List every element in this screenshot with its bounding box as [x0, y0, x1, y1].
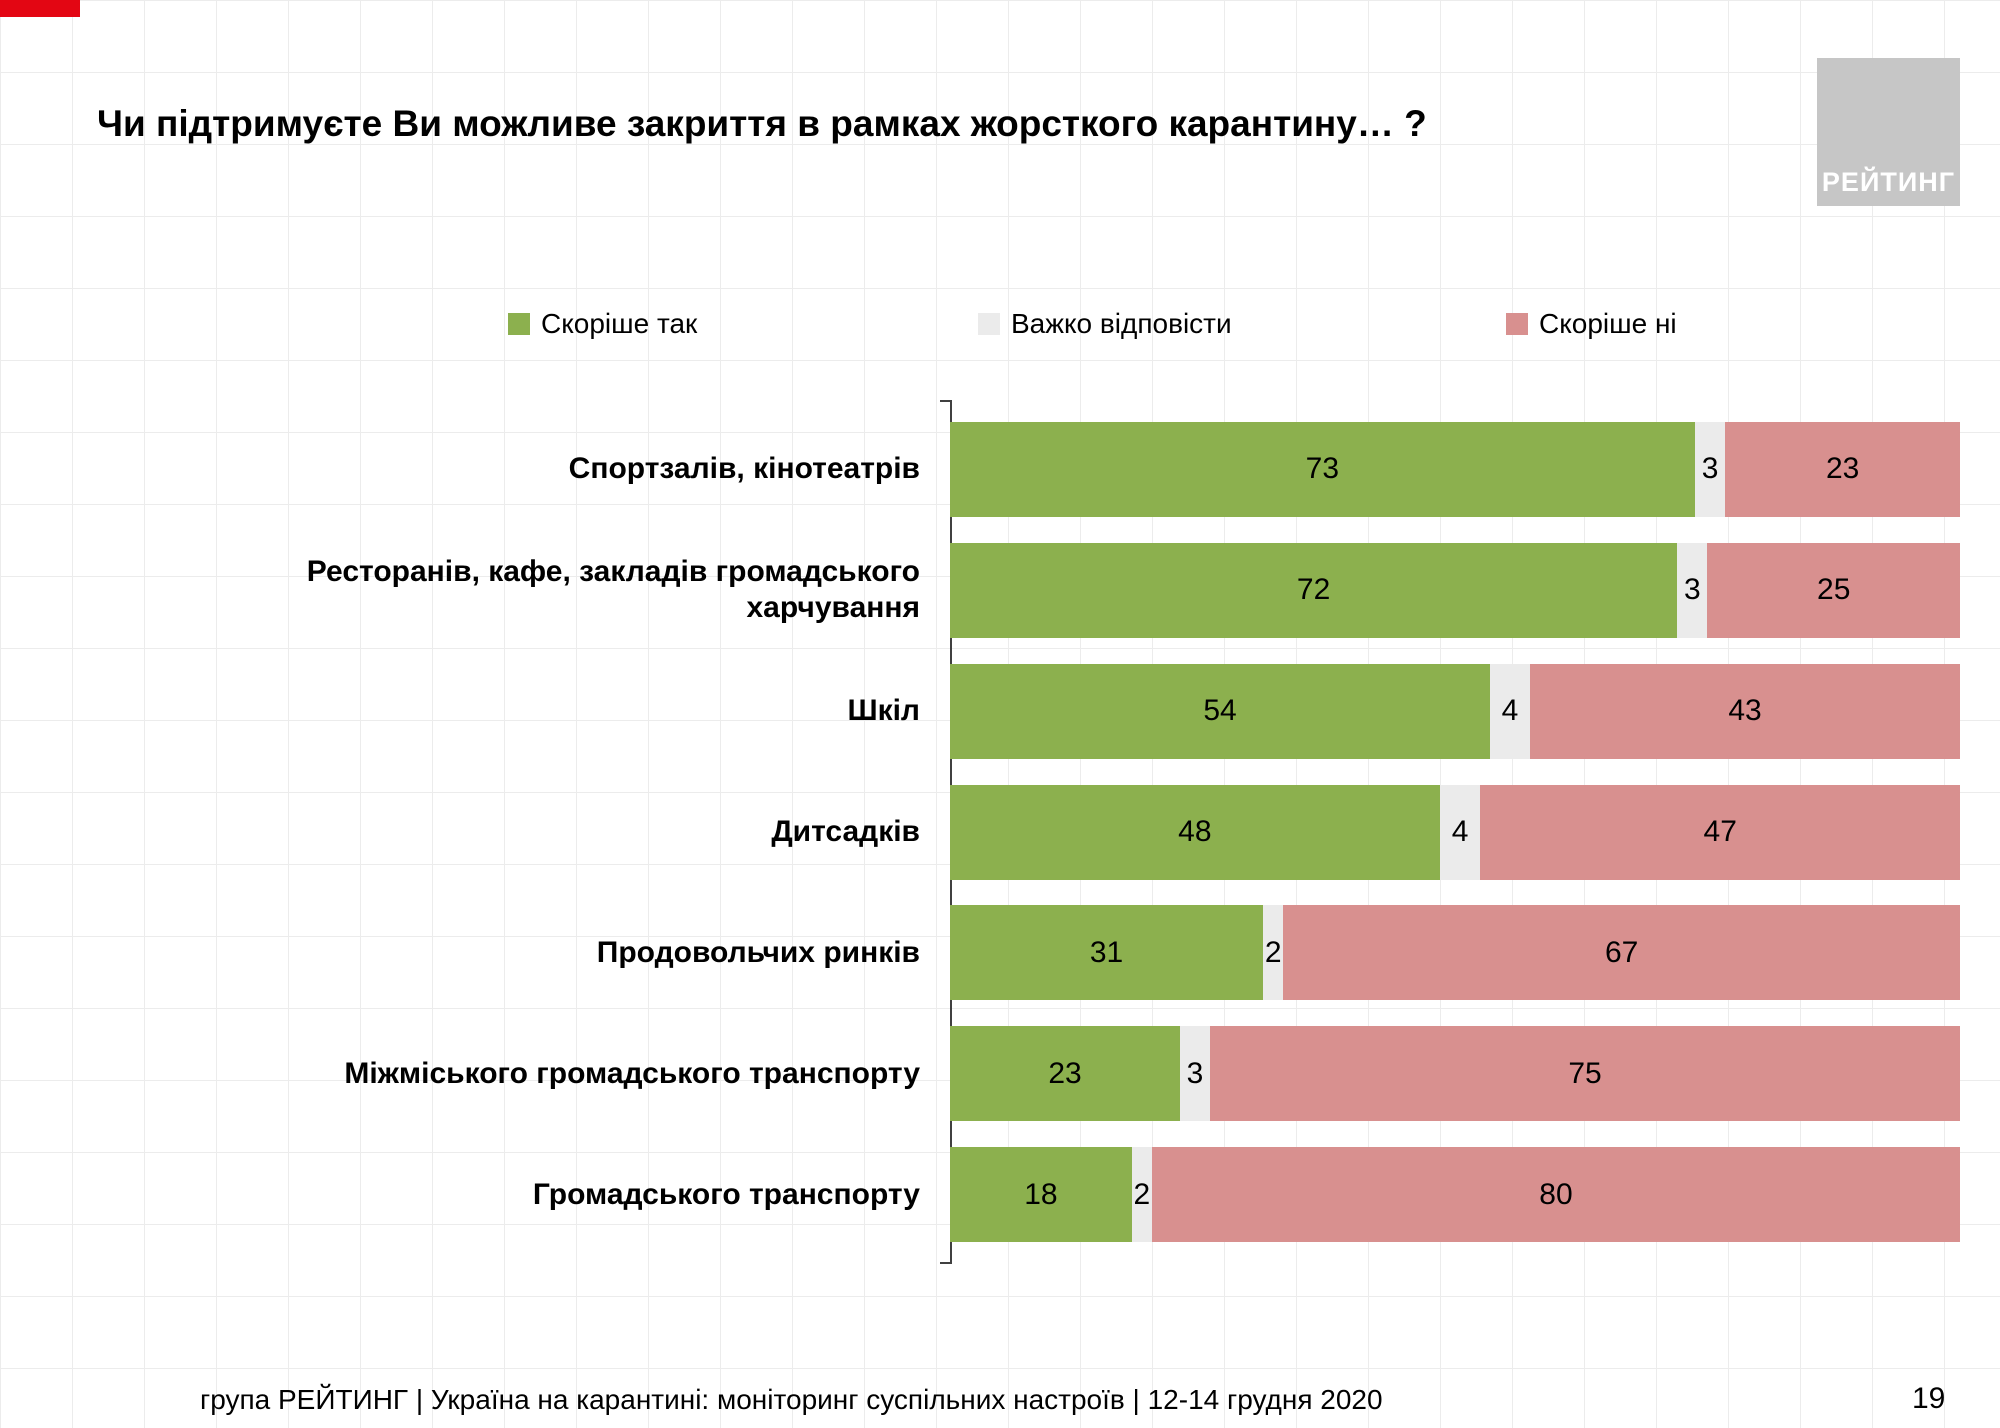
footer-source-text: група РЕЙТИНГ | Україна на карантині: мо… [200, 1384, 1383, 1415]
legend-item-yes: Скоріше так [508, 308, 697, 340]
bar-segment-hard: 3 [1180, 1026, 1210, 1122]
bar-segment-hard: 2 [1263, 905, 1284, 1001]
legend-swatch-yes [508, 313, 530, 335]
rating-logo-text: РЕЙТИНГ [1821, 167, 1956, 197]
bar-value-no: 25 [1817, 573, 1851, 607]
legend-swatch-no [1506, 313, 1528, 335]
legend-label-no: Скоріше ні [1539, 308, 1677, 339]
bar-segment-no: 75 [1210, 1026, 1960, 1122]
bar-segment-no: 80 [1151, 1147, 1960, 1243]
chart-labels: Спортзалів, кінотеатрів Ресторанів, кафе,… [60, 409, 950, 1255]
bar-segment-yes: 54 [950, 663, 1490, 759]
chart-rows: 73 3 23 72 3 25 54 4 43 48 4 47 31 2 67 23 3 75 18 2 80 [950, 409, 1960, 1255]
bar-value-no: 23 [1825, 452, 1860, 486]
bar-value-yes: 48 [1178, 815, 1212, 848]
bar-value-hard: 2 [1264, 935, 1282, 969]
bar-segment-yes: 18 [950, 1147, 1132, 1243]
bar-segment-no: 25 [1707, 542, 1960, 638]
category-label: Ресторанів, кафе, закладів громадського … [306, 555, 920, 625]
bar-value-hard: 4 [1451, 815, 1469, 848]
category-label: Шкіл [847, 694, 920, 728]
bar-row: 23 3 75 [950, 1013, 1960, 1134]
bar-value-yes: 54 [1203, 694, 1237, 728]
bar-segment-hard: 2 [1131, 1147, 1152, 1243]
stacked-bar-chart: Спортзалів, кінотеатрів Ресторанів, кафе,… [60, 409, 1960, 1255]
category-label: Продовольчих ринків [596, 935, 920, 969]
bar-row: 48 4 47 [950, 772, 1960, 893]
red-corner-accent [0, 0, 80, 17]
legend-label-yes: Скоріше так [541, 308, 698, 339]
bar-segment-yes: 23 [950, 1026, 1180, 1122]
bar-value-yes: 23 [1048, 1056, 1082, 1090]
category-label: Громадського транспорту [532, 1177, 920, 1211]
rating-logo: РЕЙТИНГ [1817, 58, 1960, 206]
bar-value-yes: 72 [1296, 573, 1331, 607]
bar-row: 54 4 43 [950, 651, 1960, 772]
page-number: 19 [1912, 1382, 1946, 1415]
legend-item-hard: Важко відповісти [978, 308, 1232, 340]
bar-value-hard: 3 [1701, 452, 1719, 486]
category-label: Спортзалів, кінотеатрів [568, 452, 920, 486]
bar-value-hard: 3 [1186, 1056, 1204, 1090]
bar-value-hard: 3 [1683, 573, 1701, 607]
chart-legend: Скоріше так Важко відповісти Скоріше ні [0, 308, 2000, 348]
bar-segment-no: 47 [1480, 784, 1960, 880]
bar-value-hard: 4 [1501, 694, 1519, 728]
bar-segment-no: 43 [1530, 663, 1960, 759]
bar-value-yes: 18 [1024, 1177, 1058, 1211]
bar-value-no: 67 [1604, 935, 1639, 969]
bar-value-hard: 2 [1133, 1177, 1151, 1211]
bar-row: 72 3 25 [950, 530, 1960, 651]
bar-segment-no: 23 [1725, 421, 1960, 517]
bar-segment-yes: 31 [950, 905, 1264, 1001]
legend-item-no: Скоріше ні [1506, 308, 1677, 340]
bar-value-no: 47 [1703, 815, 1737, 848]
legend-swatch-hard [978, 313, 1000, 335]
page-title: Чи підтримуєте Ви можливе закриття в рам… [97, 103, 1427, 144]
bar-row: 73 3 23 [950, 409, 1960, 530]
bar-segment-yes: 48 [950, 784, 1440, 880]
bar-row: 18 2 80 [950, 1134, 1960, 1255]
bar-value-no: 80 [1539, 1177, 1573, 1211]
bar-value-yes: 31 [1089, 935, 1124, 969]
bar-segment-yes: 73 [950, 421, 1695, 517]
bar-segment-hard: 3 [1694, 421, 1726, 517]
bar-value-no: 43 [1728, 694, 1762, 728]
category-label: Міжміського громадського транспорту [344, 1056, 920, 1090]
bar-segment-hard: 3 [1677, 542, 1708, 638]
bar-row: 31 2 67 [950, 892, 1960, 1013]
bar-segment-hard: 4 [1439, 784, 1481, 880]
bar-segment-no: 67 [1283, 905, 1960, 1001]
legend-label-hard: Важко відповісти [1011, 308, 1232, 339]
category-label: Дитсадків [771, 815, 920, 848]
bar-segment-hard: 4 [1490, 663, 1530, 759]
bar-segment-yes: 72 [950, 542, 1678, 638]
bar-value-yes: 73 [1305, 452, 1340, 486]
bar-value-no: 75 [1568, 1056, 1602, 1090]
